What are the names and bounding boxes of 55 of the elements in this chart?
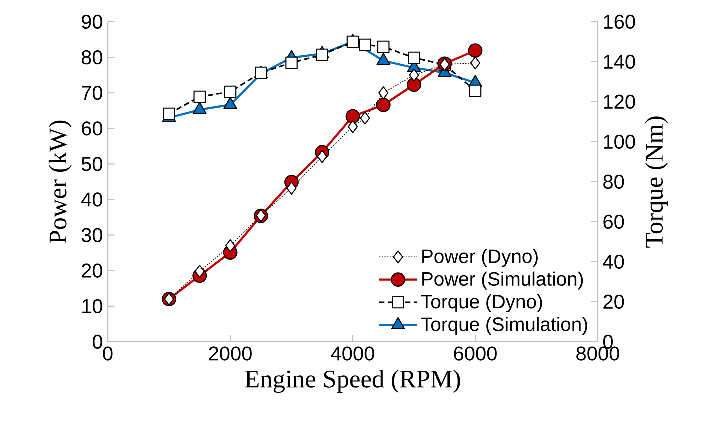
point — [346, 109, 360, 124]
y2-tick-label: 40 — [603, 254, 624, 270]
point — [286, 56, 298, 70]
legend-label: Torque (Simulation) — [421, 317, 588, 336]
y-tick-label: 50 — [82, 157, 102, 172]
point — [192, 102, 207, 114]
legend-label: Power (Simulation) — [422, 272, 584, 290]
y2-tick-label: 120 — [604, 94, 636, 110]
point — [225, 239, 236, 253]
point — [470, 56, 481, 70]
y-axis-title: Power (kW) — [48, 120, 72, 244]
point — [316, 48, 329, 62]
y2-tick-label: 140 — [604, 54, 636, 70]
x-axis-title: Engine Speed (RPM) — [245, 370, 460, 394]
y2-tick-label: 160 — [604, 14, 636, 30]
point — [377, 40, 390, 54]
point — [194, 90, 206, 104]
point — [194, 265, 205, 278]
x-tick-label: 6000 — [454, 346, 497, 361]
y-tick-label: 10 — [82, 299, 102, 314]
point — [408, 52, 420, 64]
y2-tick-label: 20 — [604, 294, 624, 310]
y2-tick-label: 100 — [604, 134, 636, 150]
point — [317, 150, 328, 164]
point — [359, 38, 372, 52]
y-tick-label: 60 — [82, 122, 102, 136]
y2-tick-label: 80 — [604, 174, 624, 190]
x-tick-label: 4000 — [331, 346, 374, 361]
y-tick-label: 0 — [92, 334, 103, 350]
point — [348, 120, 358, 134]
point — [376, 98, 391, 112]
legend-label: Torque (Dyno) — [421, 294, 542, 313]
y2-tick-label: 60 — [604, 214, 624, 230]
point — [407, 78, 422, 92]
x-tick-label: 0 — [103, 346, 113, 361]
point — [224, 86, 237, 98]
y2-axis-title: Torque (Nm) — [645, 116, 668, 248]
point — [360, 112, 370, 125]
y-tick-label: 40 — [82, 192, 102, 207]
y-tick-label: 30 — [82, 228, 102, 242]
point — [468, 44, 483, 58]
point — [163, 108, 176, 120]
point — [286, 182, 297, 195]
legend-label: Power (Dyno) — [422, 249, 538, 268]
point — [469, 84, 482, 98]
x-tick-label: 2000 — [209, 346, 252, 361]
y-tick-label: 90 — [82, 14, 102, 30]
point — [224, 97, 238, 110]
point — [376, 53, 391, 66]
point — [409, 68, 420, 82]
point — [378, 86, 389, 100]
y-tick-label: 20 — [82, 264, 102, 278]
y-tick-label: 80 — [82, 50, 102, 65]
y-tick-label: 70 — [82, 86, 102, 100]
x-tick-label: 8000 — [576, 346, 620, 361]
